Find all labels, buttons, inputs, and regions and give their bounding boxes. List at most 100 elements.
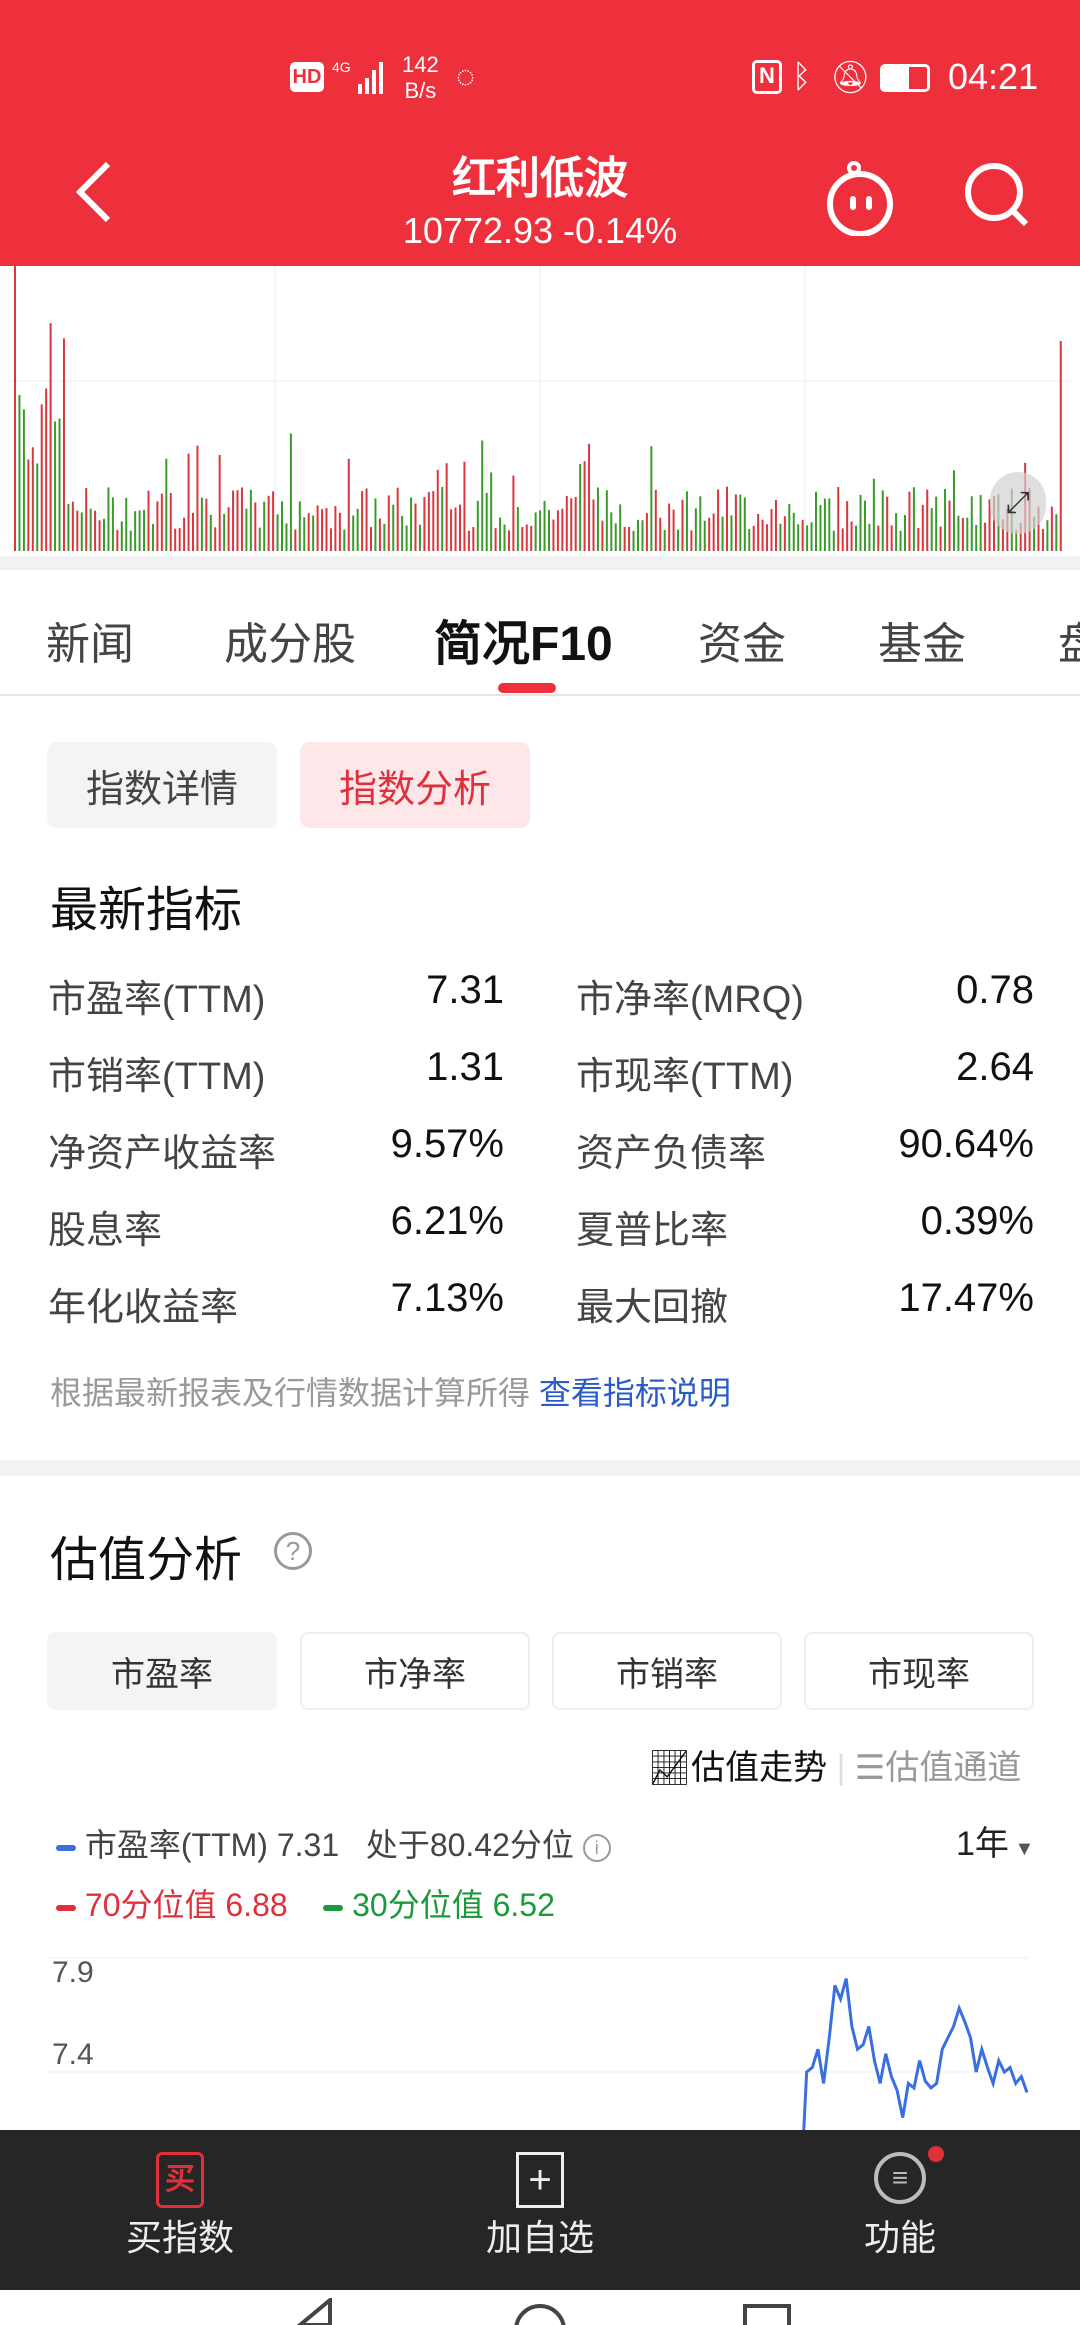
- volume-bar: [272, 491, 275, 551]
- volume-bar: [841, 528, 844, 551]
- bluetooth-icon: ᛒ: [792, 58, 812, 94]
- tab-constituents[interactable]: 成分股: [224, 620, 356, 669]
- volume-chart: [0, 266, 1080, 556]
- volume-bar: [979, 495, 982, 551]
- volume-bar: [156, 501, 159, 551]
- info-icon[interactable]: i: [582, 1833, 611, 1862]
- tab-bar[interactable]: 新闻 成分股 简况F10 资金 基金 盘口: [0, 590, 1080, 694]
- indicator-row: 净资产收益率 9.57% 资产负债率 90.64%: [0, 1122, 1080, 1182]
- volume-bar: [677, 529, 680, 551]
- volume-bar: [579, 463, 582, 551]
- volume-bar: [174, 528, 177, 551]
- volume-bar: [930, 508, 933, 551]
- tab-f10[interactable]: 简况F10: [434, 618, 613, 671]
- volume-bar: [165, 458, 168, 551]
- volume-bar: [810, 522, 813, 551]
- volume-bar: [565, 495, 568, 551]
- volume-bar: [67, 503, 70, 551]
- valuation-mode-switch: 📈︎估值走势 | ☰估值通道: [648, 1749, 1022, 1787]
- period-select[interactable]: 1年 ▼: [956, 1816, 1034, 1865]
- back-icon[interactable]: [72, 158, 116, 226]
- volume-bar: [944, 489, 947, 551]
- volume-bar: [1033, 516, 1036, 551]
- volume-bar: [872, 478, 875, 551]
- volume-bar: [743, 497, 746, 551]
- volume-bar: [183, 517, 186, 551]
- volume-bar: [1015, 529, 1018, 551]
- volume-bar: [316, 505, 319, 551]
- volume-bar: [984, 522, 987, 551]
- volume-bar: [240, 487, 243, 551]
- volume-bar: [329, 528, 332, 551]
- indicator-value: 2.64: [956, 1045, 1034, 1089]
- volume-bar: [289, 433, 292, 551]
- valuation-tab-ps[interactable]: 市销率: [552, 1632, 782, 1710]
- buy-index-button[interactable]: 买 买指数: [60, 2130, 300, 2290]
- volume-bar: [18, 395, 21, 551]
- volume-bar: [570, 498, 573, 551]
- volume-bar: [588, 443, 591, 551]
- menu-icon: ≡: [874, 2152, 926, 2204]
- volume-bar: [819, 505, 822, 551]
- notification-dot: [928, 2146, 944, 2162]
- 4g-signal-icon: 4G: [332, 59, 383, 94]
- fullscreen-icon[interactable]: ⤢: [990, 472, 1046, 534]
- volume-bar: [85, 488, 88, 551]
- volume-bar: [503, 524, 506, 551]
- volume-bar: [645, 513, 648, 551]
- y-tick-label: 7.9: [52, 1956, 94, 1989]
- volume-bar: [552, 519, 555, 551]
- indicator-label: 夏普比率: [576, 1210, 729, 1252]
- subtab-index-detail[interactable]: 指数详情: [47, 742, 277, 828]
- volume-bar: [370, 527, 372, 551]
- indicator-row: 市盈率(TTM) 7.31 市净率(MRQ) 0.78: [0, 968, 1080, 1028]
- volume-bar: [214, 527, 217, 551]
- volume-bar: [454, 507, 457, 551]
- volume-bar: [401, 515, 404, 551]
- chat-icon: ◌: [456, 58, 476, 94]
- volume-bar: [192, 512, 194, 551]
- volume-bar: [525, 524, 528, 551]
- volume-bar: [494, 528, 497, 551]
- volume-bar: [961, 517, 964, 551]
- volume-bar: [80, 512, 83, 551]
- tab-orderbook[interactable]: 盘口: [1058, 608, 1080, 672]
- functions-button[interactable]: ≡ 功能: [780, 2130, 1020, 2290]
- search-icon[interactable]: [962, 160, 1032, 230]
- volume-bar: [1046, 520, 1049, 551]
- dropdown-caret-icon: ▼: [1008, 1838, 1035, 1860]
- volume-bar: [378, 518, 381, 551]
- volume-bar: [779, 523, 782, 551]
- mode-trend[interactable]: 估值走势: [691, 1749, 828, 1787]
- volume-bar: [699, 496, 702, 551]
- volume-bar: [908, 491, 911, 551]
- mode-channel[interactable]: 估值通道: [885, 1749, 1022, 1787]
- indicator-label: 市销率(TTM): [48, 1056, 266, 1098]
- tab-news[interactable]: 新闻: [46, 620, 134, 669]
- volume-bar: [89, 508, 92, 551]
- percentile-text: 处于80.42分位: [365, 1827, 574, 1863]
- tab-funds[interactable]: 基金: [878, 620, 966, 669]
- valuation-tab-pb[interactable]: 市净率: [300, 1632, 530, 1710]
- valuation-tab-pcf[interactable]: 市现率: [804, 1632, 1034, 1710]
- subtab-index-analysis[interactable]: 指数分析: [300, 742, 530, 828]
- volume-bar: [27, 459, 30, 551]
- volume-bar: [659, 517, 662, 551]
- help-icon[interactable]: ?: [274, 1532, 312, 1570]
- volume-bar: [459, 504, 461, 551]
- volume-bar: [797, 524, 800, 551]
- volume-bar: [912, 487, 915, 551]
- robot-assistant-icon[interactable]: [822, 160, 898, 236]
- volume-bar: [1001, 519, 1004, 551]
- add-watchlist-button[interactable]: + 加自选: [420, 2130, 660, 2290]
- volume-bar: [650, 446, 653, 551]
- volume-bar: [410, 497, 413, 551]
- volume-bar: [534, 512, 537, 551]
- volume-bar: [828, 498, 831, 551]
- valuation-tab-pe[interactable]: 市盈率: [47, 1632, 277, 1710]
- volume-bar: [792, 512, 795, 551]
- volume-bar: [726, 486, 728, 551]
- volume-bar: [134, 511, 137, 551]
- tab-funds-flow[interactable]: 资金: [698, 620, 786, 669]
- indicator-explanation-link[interactable]: 查看指标说明: [538, 1375, 731, 1411]
